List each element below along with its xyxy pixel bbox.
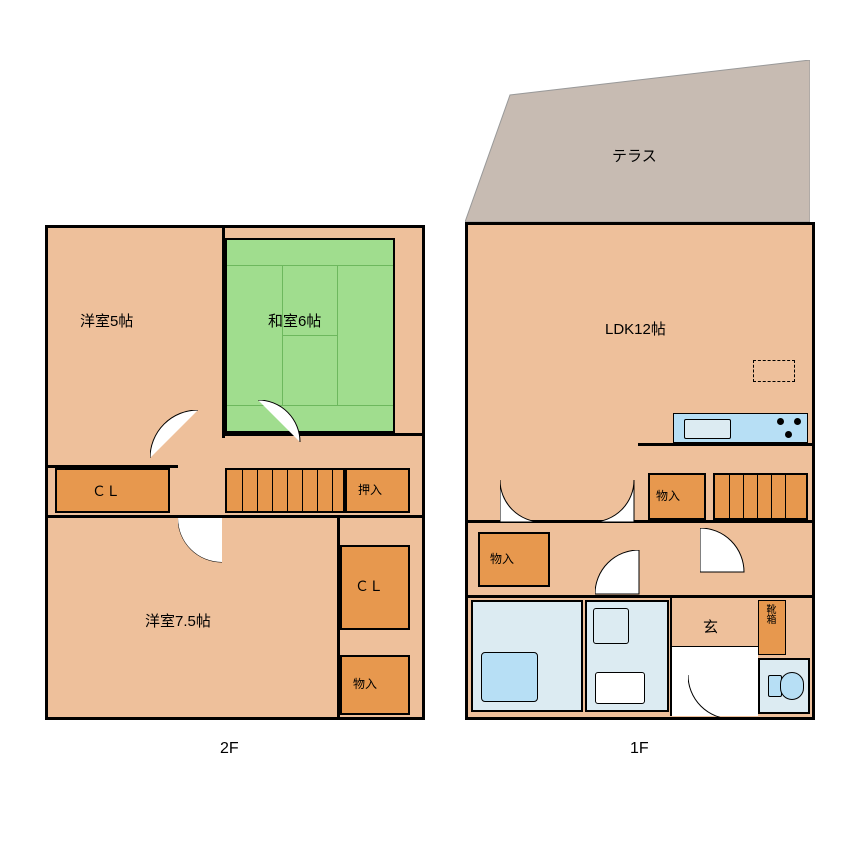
door-arc-tatami	[258, 400, 302, 444]
wall-2f-mid	[48, 515, 422, 518]
washroom	[585, 600, 669, 712]
wall-2f-vert-upper	[222, 228, 225, 438]
toilet-fixture	[768, 672, 804, 698]
bathtub	[481, 652, 538, 702]
ldk-dashed-mark	[753, 360, 795, 382]
room-tatami-6	[225, 238, 395, 433]
door-arc-ldk-2	[592, 480, 636, 524]
door-arc-w75	[178, 518, 224, 564]
wall-2f-right-vert	[337, 518, 340, 718]
door-arc-hall	[700, 528, 746, 574]
door-arc-w5	[150, 410, 200, 460]
wash-basin	[595, 672, 645, 704]
floor-1f-label: 1F	[630, 740, 649, 758]
closet-cl-2-label: ＣＬ	[355, 576, 383, 596]
stairs-2f	[225, 468, 345, 513]
shoebox-label: 靴箱	[764, 604, 775, 624]
kitchen-counter	[673, 413, 808, 443]
room-western-75-label: 洋室7.5帖	[145, 610, 211, 631]
bathroom	[471, 600, 583, 712]
wall-2f-above-stairs	[225, 433, 422, 436]
door-arc-entrance	[688, 675, 734, 721]
closet-cl-1-label: ＣＬ	[92, 481, 120, 501]
storage-2f-label: 物入	[353, 675, 377, 692]
room-tatami-6-label: 和室6帖	[268, 310, 321, 331]
storage-1f-upper-label: 物入	[656, 487, 680, 504]
room-ldk-label: LDK12帖	[605, 318, 666, 339]
toilet-room	[758, 658, 810, 714]
floorplan-canvas: 洋室5帖 和室6帖 ＣＬ 押入 洋室7.5帖 ＣＬ 物入	[0, 0, 846, 846]
door-arc-ldk-1	[500, 480, 544, 524]
terrace-label: テラス	[612, 145, 657, 166]
terrace	[465, 60, 810, 222]
room-western-5-label: 洋室5帖	[80, 310, 133, 331]
door-arc-wash	[595, 550, 641, 596]
floor-2f-label: 2F	[220, 740, 239, 758]
kitchen-back-wall	[638, 443, 813, 446]
stairs-1f	[713, 473, 808, 520]
closet-oshiire-label: 押入	[358, 481, 382, 498]
wall-2f-above-closets	[48, 465, 178, 468]
genkan-label: 玄	[703, 616, 718, 637]
storage-1f-lower-label: 物入	[490, 550, 514, 567]
